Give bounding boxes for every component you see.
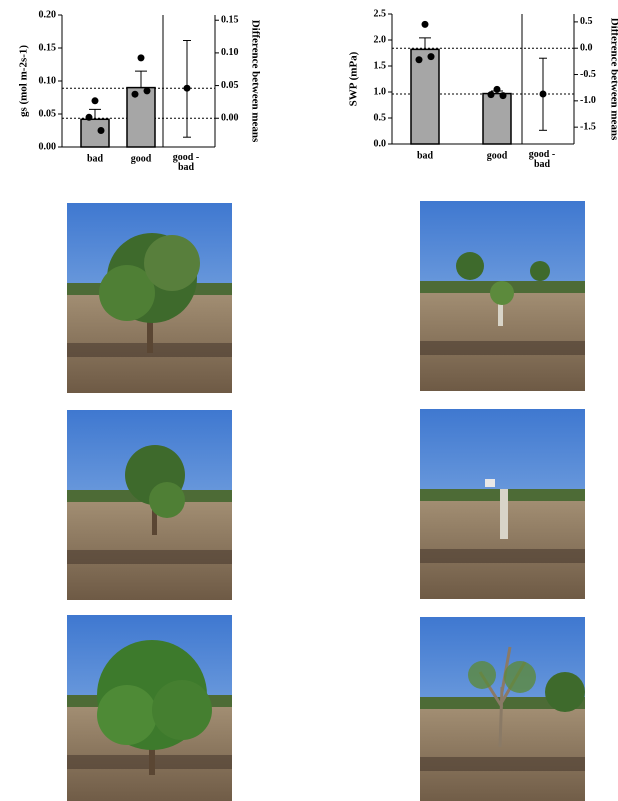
photo-small-tree	[420, 201, 585, 391]
diff-category-label: good - bad	[172, 153, 200, 173]
bar	[81, 119, 109, 147]
y-tick-label: 1.0	[374, 86, 387, 97]
photo-bare-tree	[420, 617, 585, 801]
y-tick-label: 0.05	[39, 108, 57, 119]
y2-tick-label: 0.00	[221, 113, 239, 124]
y-axis-title: gs (mol m-2s-1)	[18, 45, 30, 117]
y-tick-label: 0.0	[374, 138, 387, 149]
data-point	[144, 87, 151, 94]
y2-tick-label: 0.0	[580, 43, 593, 54]
y-tick-label: 0.10	[39, 75, 57, 86]
photo-medium-tree	[67, 410, 232, 600]
x-tick-label: good	[131, 153, 152, 164]
y2-tick-label: -0.5	[580, 69, 596, 80]
photo-big-tree	[67, 203, 232, 393]
y2-axis-title: Difference between means	[608, 18, 618, 141]
x-tick-label: bad	[417, 150, 434, 161]
difference-point	[184, 85, 191, 92]
y-tick-label: 0.5	[374, 112, 387, 123]
y-tick-label: 0.00	[39, 141, 57, 152]
data-point	[428, 53, 435, 60]
bar	[127, 88, 155, 147]
data-point	[488, 91, 495, 98]
difference-point	[540, 91, 547, 98]
y2-tick-label: 0.10	[221, 47, 239, 58]
diff-category-label: good - bad	[528, 150, 556, 170]
figure: 0.00 0.05 0.10 0.15 0.20 0.00 0.05 0.10 0.15 gs (…	[0, 0, 618, 801]
y2-tick-label: 0.15	[221, 15, 239, 26]
data-point	[98, 127, 105, 134]
diff-label-box: good - bad	[172, 153, 202, 193]
y-tick-label: 1.5	[374, 60, 387, 71]
bar	[411, 49, 439, 144]
y-axis-title: SWP (mPa)	[348, 51, 360, 106]
data-point	[92, 97, 99, 104]
data-point	[494, 86, 501, 93]
y2-tick-label: -1.5	[580, 121, 596, 132]
bar	[483, 94, 511, 144]
x-tick-label: bad	[87, 153, 104, 164]
x-tick-label: good	[487, 150, 508, 161]
data-point	[86, 114, 93, 121]
data-point	[132, 91, 139, 98]
diff-label-box: good - bad	[528, 150, 558, 190]
y2-tick-label: -1.0	[580, 95, 596, 106]
error-bar	[135, 71, 147, 88]
y2-tick-label: 0.05	[221, 80, 239, 91]
y-tick-label: 0.20	[39, 9, 57, 20]
y2-tick-label: 0.5	[580, 16, 593, 27]
y-tick-label: 2.5	[374, 8, 387, 19]
error-bar	[419, 38, 431, 49]
photo-full-tree	[67, 615, 232, 801]
y-tick-label: 0.15	[39, 42, 57, 53]
y-tick-label: 2.0	[374, 34, 387, 45]
data-point	[416, 56, 423, 63]
data-point	[138, 54, 145, 61]
data-point	[422, 21, 429, 28]
photo-sparse-tree	[420, 409, 585, 599]
data-point	[500, 92, 507, 99]
y2-axis-title: Difference between means	[249, 20, 261, 143]
